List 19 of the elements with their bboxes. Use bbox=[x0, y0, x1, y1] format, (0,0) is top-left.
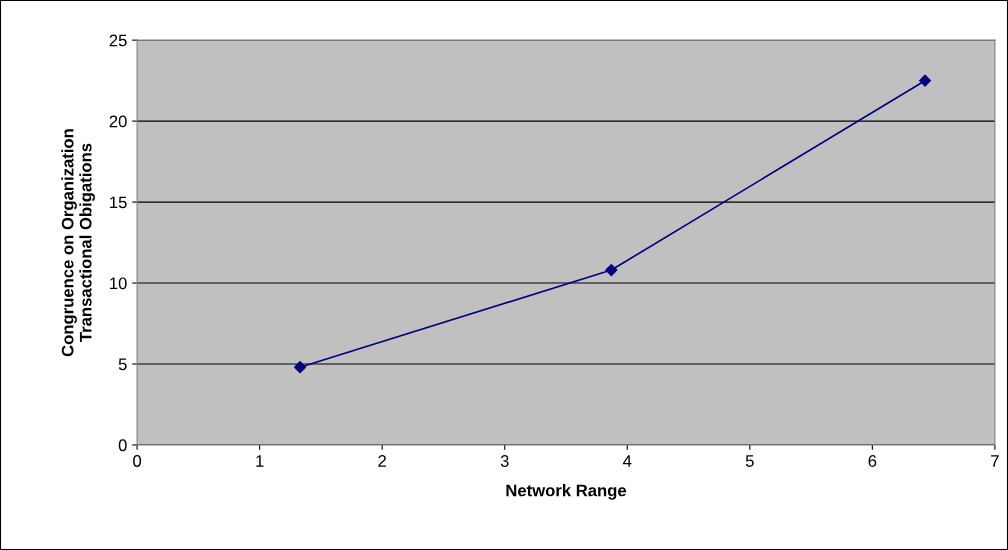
x-tick-label: 6 bbox=[868, 455, 877, 467]
y-tick-label: 5 bbox=[118, 358, 127, 371]
x-axis-title: Network Range bbox=[506, 484, 627, 500]
y-tick-label: 20 bbox=[109, 115, 127, 128]
y-tick-label: 0 bbox=[118, 439, 127, 452]
point bbox=[605, 264, 618, 277]
point bbox=[293, 361, 307, 374]
x-tick-label: 2 bbox=[378, 455, 386, 467]
x-tick-label: 5 bbox=[745, 455, 754, 467]
x-tick-label: 4 bbox=[623, 455, 632, 467]
x-tick-label: 0 bbox=[133, 455, 142, 467]
x-tick-label: 7 bbox=[991, 455, 999, 467]
y-tick-label: 10 bbox=[110, 277, 127, 290]
y-axis-title: Congruence on Organization Transactional Obigations bbox=[61, 129, 95, 357]
x-tick-label: 1 bbox=[256, 455, 264, 467]
point bbox=[918, 74, 932, 87]
y-tick-label: 25 bbox=[109, 34, 127, 47]
x-tick-label: 3 bbox=[500, 455, 509, 467]
y-tick-label: 15 bbox=[110, 196, 127, 209]
